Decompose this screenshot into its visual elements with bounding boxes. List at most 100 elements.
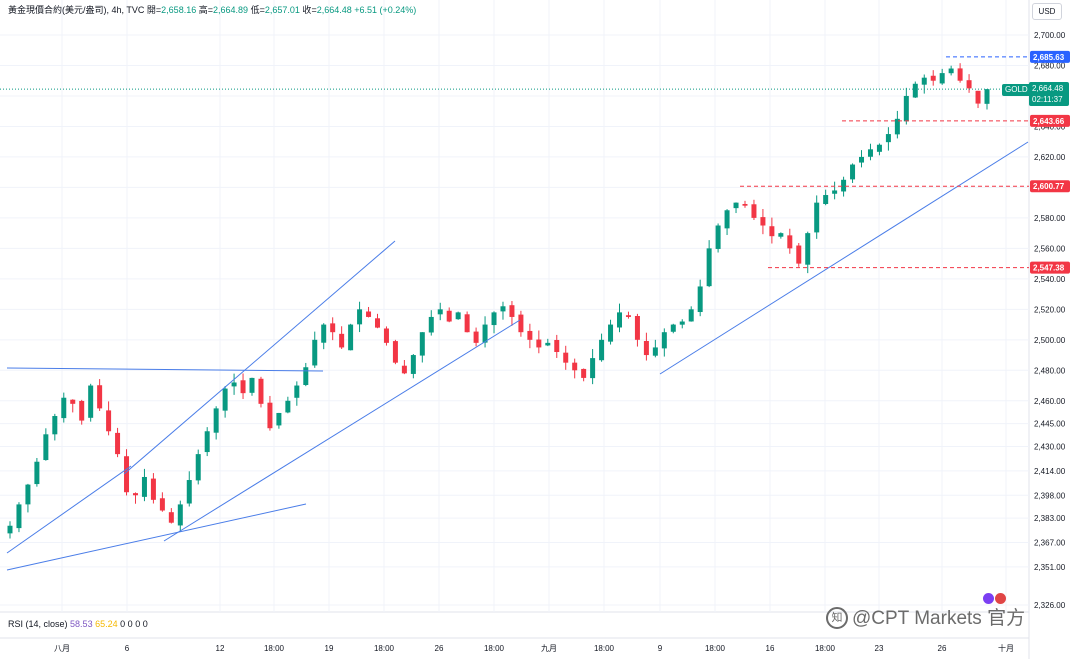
candle-body bbox=[975, 90, 981, 104]
interval[interactable]: 4h bbox=[111, 5, 122, 15]
candle-body bbox=[61, 397, 67, 419]
y-tick-label: 2,640.00 bbox=[1034, 122, 1066, 131]
candle-body bbox=[957, 68, 963, 81]
trend-line bbox=[6, 367, 324, 372]
event-flags[interactable] bbox=[983, 591, 1007, 609]
candle-body bbox=[742, 203, 748, 206]
candle-body bbox=[715, 225, 721, 249]
candle-body bbox=[482, 324, 488, 343]
candle-body bbox=[599, 339, 605, 361]
grid bbox=[0, 0, 1030, 659]
y-tick-label: 2,500.00 bbox=[1034, 336, 1066, 345]
price-level-text: 2,643.66 bbox=[1033, 117, 1065, 126]
candle-body bbox=[168, 512, 174, 523]
y-tick-label: 2,680.00 bbox=[1034, 61, 1066, 70]
price-level-label bbox=[1030, 114, 1070, 127]
high-label: 高 bbox=[198, 5, 208, 15]
event-flag-icon[interactable] bbox=[983, 593, 994, 604]
y-tick-label: 2,540.00 bbox=[1034, 275, 1066, 284]
candle-body bbox=[222, 388, 228, 411]
candle-body bbox=[509, 305, 515, 317]
candle-body bbox=[545, 342, 551, 346]
rsi-label[interactable]: RSI (14, close) bbox=[8, 619, 68, 629]
candle-body bbox=[894, 118, 900, 135]
candle-body bbox=[124, 456, 130, 493]
x-tick-label: 18:00 bbox=[815, 644, 836, 653]
candle-body bbox=[751, 204, 757, 218]
candle-body bbox=[464, 314, 470, 333]
rsi-legend[interactable]: RSI (14, close) 58.53 65.24 0 0 0 0 bbox=[8, 619, 148, 629]
candle-body bbox=[7, 525, 13, 534]
candle-body bbox=[330, 323, 336, 333]
candle-body bbox=[348, 324, 354, 351]
candle-body bbox=[706, 248, 712, 287]
low-value: 2,657.01 bbox=[264, 5, 300, 15]
candle-body bbox=[303, 367, 309, 386]
candle-body bbox=[276, 412, 282, 426]
candle-body bbox=[733, 202, 739, 209]
currency-button[interactable]: USD bbox=[1032, 3, 1062, 20]
x-tick-label: 6 bbox=[125, 644, 130, 653]
rsi-extra: 0 bbox=[135, 619, 141, 629]
candle-body bbox=[912, 83, 918, 98]
candle-body bbox=[401, 365, 407, 374]
candles bbox=[7, 63, 990, 539]
y-tick-label: 2,480.00 bbox=[1034, 366, 1066, 375]
candle-body bbox=[204, 431, 210, 453]
candle-body bbox=[536, 339, 542, 348]
candle-body bbox=[697, 286, 703, 313]
symbol-header: 黃金現價合約(美元/盎司), 4h, TVC 開=2,658.16 高=2,66… bbox=[8, 5, 417, 15]
y-tick-label: 2,383.00 bbox=[1034, 514, 1066, 523]
x-tick-label: 九月 bbox=[541, 644, 557, 653]
candle-body bbox=[186, 480, 192, 504]
data-source: TVC bbox=[126, 5, 145, 15]
candle-body bbox=[240, 380, 246, 394]
candle-body bbox=[383, 328, 389, 343]
candle-body bbox=[141, 476, 147, 497]
candle-body bbox=[617, 312, 623, 328]
y-tick-label: 2,398.00 bbox=[1034, 491, 1066, 500]
x-tick-label: 26 bbox=[435, 644, 444, 653]
candle-body bbox=[321, 324, 327, 343]
candle-body bbox=[590, 358, 596, 379]
y-tick-label: 2,326.00 bbox=[1034, 601, 1066, 610]
candle-body bbox=[97, 385, 103, 409]
candle-body bbox=[52, 416, 58, 435]
candle-body bbox=[419, 332, 425, 356]
x-axis: 八月 6 12 18:00 19 18:00 26 18:00 九月 18:00 9 18:00 16 1… bbox=[54, 643, 1014, 653]
candle-body bbox=[634, 315, 640, 340]
bar-countdown: 02:11:37 bbox=[1032, 95, 1063, 104]
y-tick-label: 2,580.00 bbox=[1034, 214, 1066, 223]
candle-body bbox=[554, 339, 560, 353]
rsi-extra: 0 bbox=[127, 619, 133, 629]
us-flag-icon[interactable] bbox=[995, 593, 1006, 604]
candle-body bbox=[885, 134, 891, 143]
candle-body bbox=[473, 331, 479, 343]
candle-body bbox=[195, 454, 201, 481]
candle-body bbox=[339, 333, 345, 348]
candle-body bbox=[285, 400, 291, 413]
price-level-label bbox=[1030, 180, 1070, 193]
rsi-value-1: 58.53 bbox=[70, 619, 93, 629]
brand-logo-icon: 知 bbox=[826, 607, 848, 629]
x-tick-label: 18:00 bbox=[594, 644, 615, 653]
rsi-extra: 0 bbox=[142, 619, 148, 629]
x-tick-label: 18:00 bbox=[484, 644, 505, 653]
candle-body bbox=[527, 330, 533, 340]
candle-body bbox=[159, 498, 165, 511]
last-price-label: 2,664.48 02:11:37 bbox=[1029, 82, 1069, 106]
candle-body bbox=[769, 226, 775, 237]
candle-body bbox=[841, 179, 847, 192]
candle-body bbox=[518, 314, 524, 333]
y-tick-label: 2,351.00 bbox=[1034, 563, 1066, 572]
candle-body bbox=[625, 315, 631, 317]
ticker-tag: GOLD bbox=[1002, 84, 1031, 96]
candle-body bbox=[581, 368, 587, 378]
symbol-name[interactable]: 黃金現價合約(美元/盎司) bbox=[8, 5, 107, 15]
candle-body bbox=[500, 306, 506, 312]
open-label: 開 bbox=[146, 5, 156, 15]
price-level-label bbox=[1030, 50, 1070, 63]
y-axis: 2,326.00 2,351.00 2,367.00 2,383.00 2,398.00… bbox=[1034, 31, 1066, 610]
candle-body bbox=[34, 461, 40, 485]
